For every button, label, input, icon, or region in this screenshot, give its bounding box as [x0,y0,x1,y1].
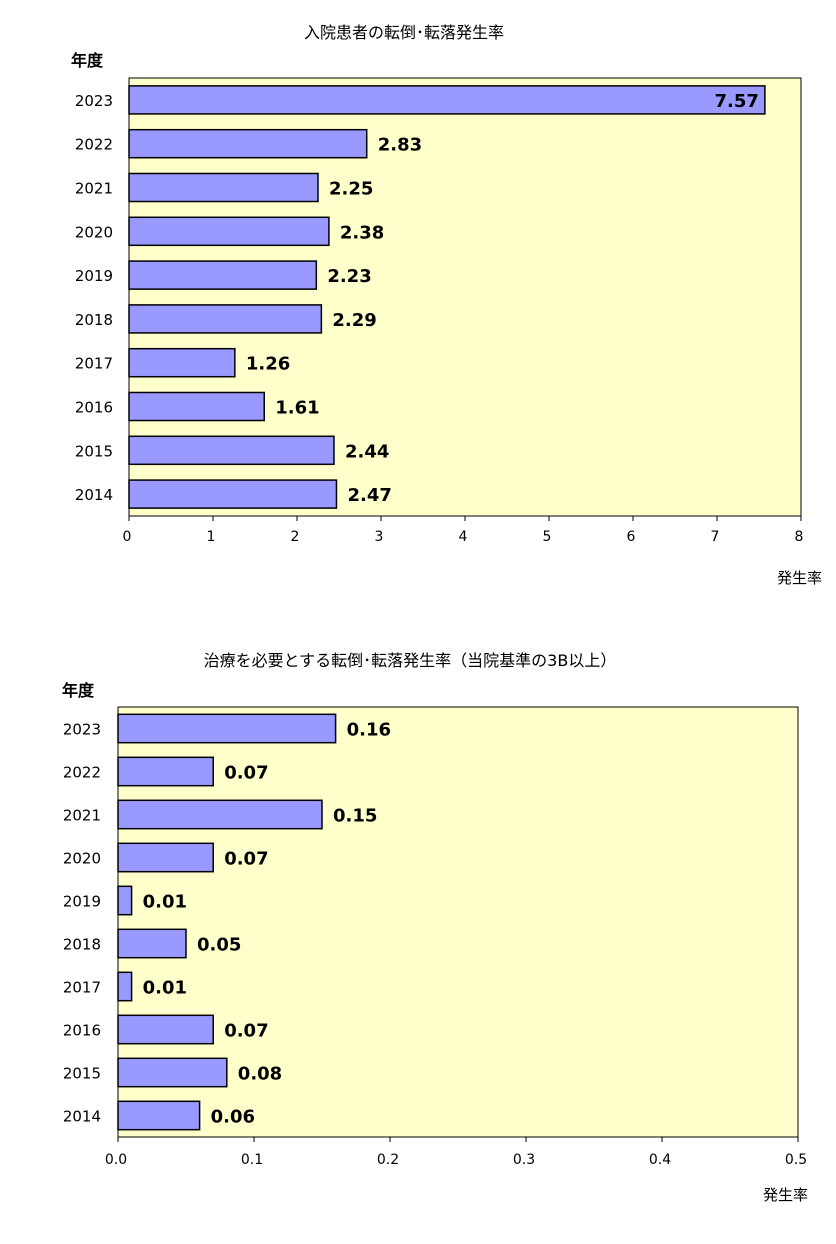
chart-1-category-2016: 2016 [75,399,113,417]
chart-1-tick-label-0: 0 [123,529,132,545]
chart-1-bar-2020 [128,216,330,247]
chart-2-bar-2016 [117,1014,214,1045]
chart-2-category-2019: 2019 [63,893,101,911]
chart-1-tick-label-1: 1 [207,529,216,545]
chart-1-bar-2017 [128,347,236,378]
chart-2-bar-2019 [117,885,133,916]
chart-1-category-2014: 2014 [75,486,113,504]
chart-2-tick-label-0.3: 0.3 [513,1152,535,1168]
chart-1-category-2023: 2023 [75,92,113,110]
chart-2-y-axis-label: 年度 [62,681,95,700]
chart-2-title: 治療を必要とする転倒･転落発生率（当院基準の3B以上） [204,651,617,670]
chart-2-category-2020: 2020 [63,850,101,868]
chart-2-category-2021: 2021 [63,807,101,825]
chart-2-x-ticks: 0.0 0.1 0.2 0.3 0.4 0.5 [105,1137,807,1168]
chart-2-tick-label-0.4: 0.4 [649,1152,671,1168]
chart-2-category-labels: 2023 2022 2021 2020 2019 2018 2017 2016 2015 2014 [63,721,101,1126]
chart-2-bar-2021 [117,799,323,830]
chart-2-data-label-2015: 0.08 [238,1064,282,1085]
chart-1-data-label-2016: 1.61 [275,398,319,419]
chart-1-x-axis-label: 発生率 [777,569,822,587]
chart-1-data-label-2022: 2.83 [378,135,422,156]
chart-1-category-2018: 2018 [75,311,113,329]
chart-2-tick-label-0.0: 0.0 [105,1152,127,1168]
chart-1-data-label-2017: 1.26 [246,354,290,375]
chart-2-category-2023: 2023 [63,721,101,739]
chart-2-data-label-2016: 0.07 [224,1021,268,1042]
chart-1-y-axis-label: 年度 [71,51,104,70]
chart-1-category-2015: 2015 [75,442,113,460]
chart-1-tick-label-3: 3 [375,529,384,545]
chart-1-data-label-2015: 2.44 [345,441,389,462]
chart-1-data-label-2018: 2.29 [332,310,376,331]
chart-2-tick-label-0.5: 0.5 [785,1152,807,1168]
chart-2-data-label-2020: 0.07 [224,849,268,870]
chart-1-bar-2014 [128,479,338,509]
chart-2-data-label-2023: 0.16 [347,720,391,741]
chart-2-bar-2020 [117,842,214,873]
chart-2-category-2022: 2022 [63,764,101,782]
chart-2-tick-label-0.1: 0.1 [241,1152,263,1168]
chart-2-data-label-2014: 0.06 [211,1107,255,1128]
chart-2-data-label-2018: 0.05 [197,935,241,956]
chart-2-bar-2015 [117,1057,228,1088]
chart-2-bar-2017 [117,971,133,1002]
chart-1-data-label-2021: 2.25 [329,179,373,200]
chart-2-data-label-2021: 0.15 [333,806,377,827]
chart-2-data-label-2022: 0.07 [224,763,268,784]
chart-1-bar-2019 [128,260,318,290]
chart-1-category-2020: 2020 [75,223,113,241]
chart-1-x-ticks: 0 1 2 3 4 5 6 7 8 [123,516,804,545]
chart-1-data-label-2019: 2.23 [327,266,371,287]
chart-1-tick-label-5: 5 [543,529,552,545]
chart-2-category-2015: 2015 [63,1065,101,1083]
chart-1-category-2021: 2021 [75,180,113,198]
chart-2-plot-area [117,706,799,1138]
chart-1-bars: 7.57 2.83 2.25 2.38 2.23 2.29 1.26 1.61 2.44 2.47 [128,85,766,509]
chart-2: 治療を必要とする転倒･転落発生率（当院基準の3B以上） 年度 0.160.070… [62,651,808,1204]
chart-2-tick-label-0.2: 0.2 [377,1152,399,1168]
chart-1: 入院患者の転倒･転落発生率 年度 7.57 2.83 2.25 2.38 2.23 2.2… [71,23,822,587]
chart-2-bar-2018 [117,928,187,959]
chart-1-tick-label-8: 8 [795,529,804,545]
chart-1-bar-2018 [128,304,323,334]
chart-1-category-2019: 2019 [75,267,113,285]
chart-2-bar-2023 [117,713,337,744]
chart-1-bar-2015 [128,435,335,466]
chart-1-bar-2022 [128,128,368,159]
chart-1-data-label-2023: 7.57 [714,91,758,112]
chart-1-bar-2023 [128,85,766,115]
chart-2-category-2018: 2018 [63,936,101,954]
chart-1-bar-2021 [128,172,319,203]
chart-2-data-label-2017: 0.01 [143,978,187,999]
chart-1-category-labels: 2023 2022 2021 2020 2019 2018 2017 2016 2015 2014 [75,92,113,504]
chart-2-category-2014: 2014 [63,1108,101,1126]
chart-1-bar-2016 [128,391,265,422]
chart-1-title: 入院患者の転倒･転落発生率 [304,23,504,42]
chart-1-data-label-2020: 2.38 [340,222,384,243]
chart-2-bar-2022 [117,756,214,787]
chart-1-tick-label-2: 2 [291,529,300,545]
chart-1-data-label-2014: 2.47 [347,485,391,506]
chart-1-tick-label-6: 6 [627,529,636,545]
chart-1-category-2017: 2017 [75,355,113,373]
chart-2-category-2016: 2016 [63,1022,101,1040]
chart-1-tick-label-7: 7 [711,529,720,545]
chart-2-bars: 0.16 0.07 0.15 0.07 0.01 0.05 0.01 0.07 0.08 0.06 [117,713,391,1131]
chart-2-data-label-2019: 0.01 [143,892,187,913]
chart-1-tick-label-4: 4 [459,529,468,545]
chart-1-category-2022: 2022 [75,136,113,154]
chart-2-category-2017: 2017 [63,979,101,997]
chart-2-bar-2014 [117,1100,201,1131]
chart-2-x-axis-label: 発生率 [763,1186,808,1204]
